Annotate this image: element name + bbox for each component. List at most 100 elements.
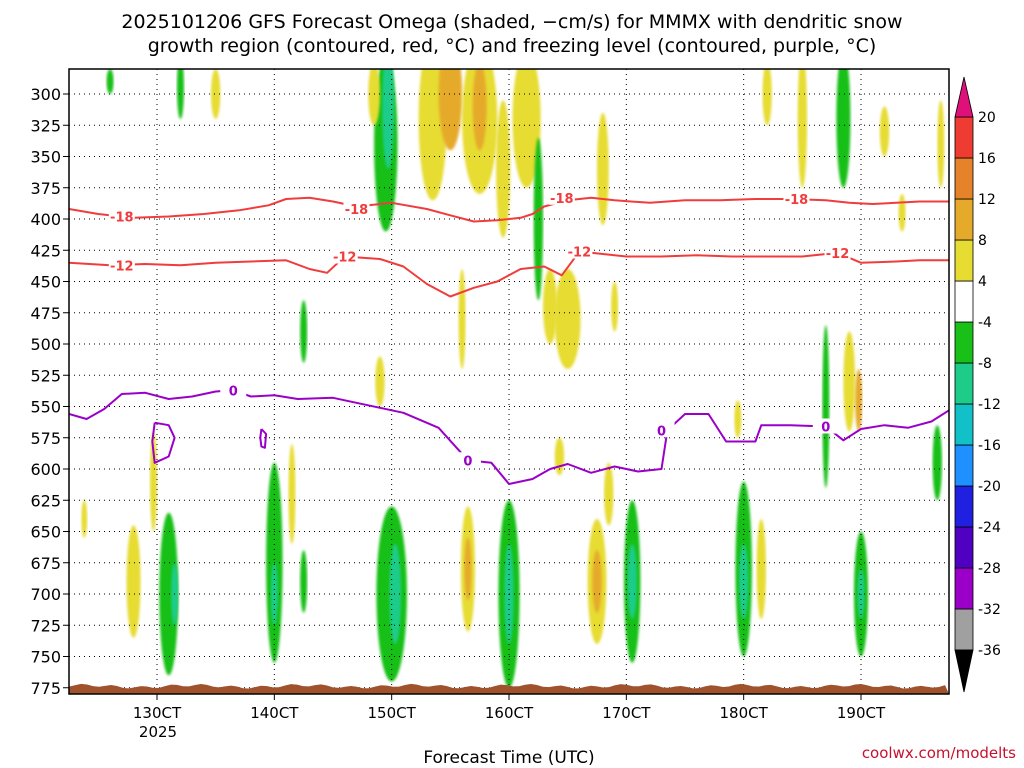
y-tick-label-450: 450 [30, 273, 61, 292]
y-tick-label-700: 700 [30, 585, 61, 604]
y-tick-label-750: 750 [30, 648, 61, 667]
omega-cell-33 [604, 462, 614, 526]
omega-cell-47 [843, 331, 856, 432]
colorbar-segment-9 [954, 239, 974, 282]
colorbar-segment-12 [954, 116, 974, 159]
omega-cell-0 [81, 500, 88, 538]
omega-cell-4 [149, 431, 157, 532]
colorbar-label-9: 4 [978, 274, 987, 290]
omega-cell-28 [543, 269, 558, 344]
contour-label-bg [454, 452, 481, 468]
contour-label-bg [220, 382, 247, 398]
y-tick-label-300: 300 [30, 85, 61, 104]
y-tick-label-475: 475 [30, 304, 61, 323]
colorbar-label-4: -20 [978, 479, 1001, 495]
omega-cell-32 [592, 550, 602, 613]
credit-link[interactable]: coolwx.com/modelts [862, 744, 1016, 762]
terrain-surface [69, 683, 949, 694]
omega-cell-41 [734, 400, 742, 438]
omega-cell-56 [210, 69, 221, 119]
contour-dgz--18 [69, 196, 949, 223]
contour-label-0-0: -18 [110, 211, 134, 226]
y-tick-label-675: 675 [30, 554, 61, 573]
omega-cell-7 [288, 444, 296, 544]
colorbar-label-13: 20 [978, 110, 996, 126]
omega-cell-52 [932, 425, 942, 501]
x-tick-label-180: 180CT [720, 704, 769, 722]
colorbar-label-1: -32 [978, 602, 1001, 618]
colorbar-segment-6 [954, 362, 974, 405]
omega-cell-44 [836, 69, 851, 188]
omega-cell-51 [898, 194, 906, 232]
colorbar-segment-7 [954, 321, 974, 364]
x-tick-label-130: 130CT [133, 704, 182, 722]
omega-cell-40 [756, 519, 766, 619]
contour-label-bg [824, 244, 851, 260]
contour-label-bg [108, 257, 135, 273]
y-tick-label-775: 775 [30, 679, 61, 698]
omega-cell-16 [438, 69, 463, 151]
y-tick-label-400: 400 [30, 210, 61, 229]
omega-cell-48 [855, 369, 863, 432]
y-axis: 300 325 350 375 400 425 450 475 500 525 550 575 600 6… [30, 85, 69, 698]
contour-label-0-2: -18 [550, 192, 574, 207]
colorbar-segment-8 [954, 280, 974, 323]
colorbar-label-5: -16 [978, 438, 1001, 454]
contour-label-2-1: 0 [463, 454, 472, 469]
contour-freezing-level-0 [69, 389, 949, 485]
y-tick-label-325: 325 [30, 116, 61, 135]
omega-cell-43 [797, 69, 808, 188]
omega-cell-37 [611, 281, 619, 332]
contour-dgz--12 [69, 250, 949, 298]
omega-cell-19 [496, 100, 511, 238]
colorbar-label-3: -24 [978, 520, 1001, 536]
contour-freezing-level-0-closed-b [259, 428, 268, 449]
omega-cell-54 [106, 69, 114, 94]
contour-label-0-1: -18 [345, 203, 369, 218]
omega-cell-20 [512, 69, 541, 188]
omega-cell-29 [554, 269, 581, 369]
colorbar-under-arrow [954, 649, 974, 693]
contour-label-2-0: 0 [229, 384, 238, 399]
omega-cell-30 [554, 437, 565, 476]
x-tick-label-150: 150CT [368, 704, 417, 722]
y-tick-label-575: 575 [30, 429, 61, 448]
contour-label-0-3: -18 [785, 193, 809, 208]
colorbar-label-12: 16 [978, 151, 996, 167]
omega-cell-21 [458, 269, 466, 369]
omega-cell-13 [382, 69, 395, 169]
omega-cell-53 [937, 100, 945, 188]
contour-label-1-1: -12 [333, 251, 357, 266]
y-tick-label-650: 650 [30, 523, 61, 542]
omega-cell-11 [389, 544, 402, 644]
contour-label-bg [343, 201, 370, 216]
colorbar-label-2: -28 [978, 561, 1001, 577]
contour-label-2-3: 0 [821, 421, 830, 436]
contour-label-2-2: 0 [657, 424, 666, 439]
colorbar-label-10: 8 [978, 233, 987, 249]
contour-label-1-3: -12 [826, 247, 850, 262]
omega-cell-14 [368, 69, 380, 126]
omega-cell-22 [375, 356, 385, 407]
colorbar-segment-0 [954, 608, 974, 651]
colorbar-segment-5 [954, 403, 974, 446]
x-tick-label-190: 190CT [837, 704, 886, 722]
omega-cell-36 [597, 112, 609, 226]
x-tick-label-170: 170CT [602, 704, 651, 722]
omega-cell-46 [822, 325, 830, 488]
colorbar-label-6: -12 [978, 397, 1001, 413]
omega-cell-18 [472, 69, 487, 151]
y-tick-label-525: 525 [30, 366, 61, 385]
colorbar-segment-11 [954, 157, 974, 200]
y-tick-label-550: 550 [30, 398, 61, 417]
contour-label-1-0: -12 [110, 259, 134, 274]
colorbar-segment-4 [954, 444, 974, 487]
omega-cell-27 [533, 137, 544, 301]
colorbar-over-arrow [954, 76, 974, 118]
y-tick-label-375: 375 [30, 179, 61, 198]
colorbar-label-0: -36 [978, 643, 1001, 659]
x-tick-label-140: 140CT [250, 704, 299, 722]
x-axis-label: Forecast Time (UTC) [423, 748, 594, 768]
omega-cell-42 [762, 69, 772, 126]
